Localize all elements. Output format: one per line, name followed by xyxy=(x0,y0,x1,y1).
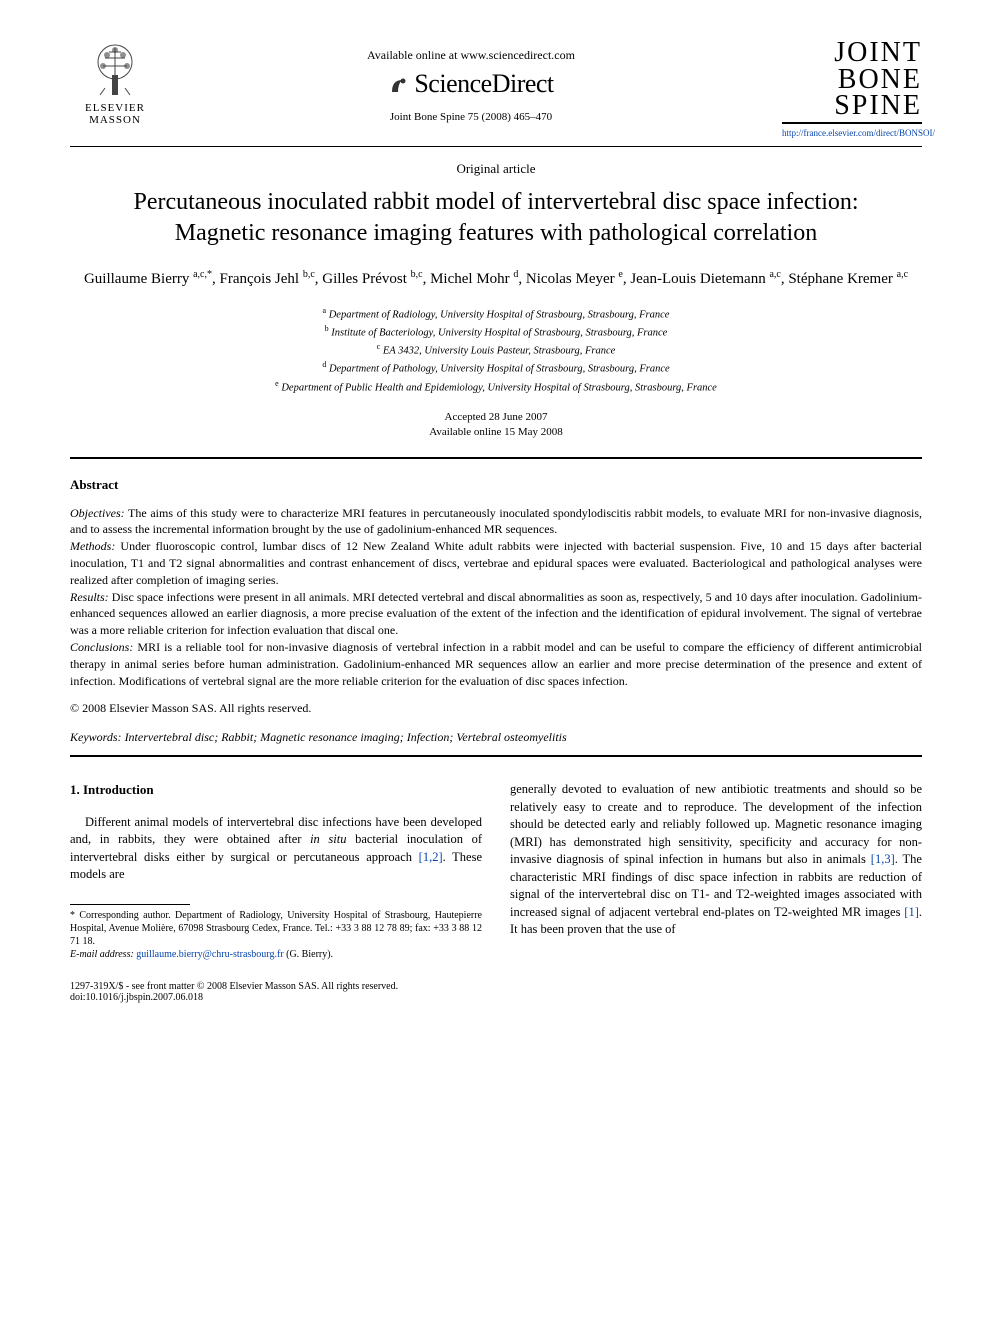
available-online-text: Available online at www.sciencedirect.co… xyxy=(160,48,782,63)
accepted-date: Accepted 28 June 2007 xyxy=(70,410,922,425)
conclusions-label: Conclusions: xyxy=(70,640,133,654)
results-text: Disc space infections were present in al… xyxy=(70,590,922,638)
conclusions-text: MRI is a reliable tool for non-invasive … xyxy=(70,640,922,688)
methods-text: Under fluoroscopic control, lumbar discs… xyxy=(70,539,922,587)
objectives-label: Objectives: xyxy=(70,506,125,520)
intro-paragraph-1: Different animal models of intervertebra… xyxy=(70,814,482,884)
elsevier-tree-icon xyxy=(85,40,145,100)
footer-doi: doi:10.1016/j.jbspin.2007.06.018 xyxy=(70,992,922,1003)
corresponding-footnote: * Corresponding author. Department of Ra… xyxy=(70,909,482,948)
footnote-rule xyxy=(70,904,190,905)
journal-underline xyxy=(782,122,922,124)
author-list: Guillaume Bierry a,c,*, François Jehl b,… xyxy=(70,267,922,291)
affiliation-list: a Department of Radiology, University Ho… xyxy=(70,305,922,396)
keywords-label: Keywords: xyxy=(70,730,122,744)
in-situ-em: in situ xyxy=(310,832,346,846)
journal-title-graphic: JOINT BONE SPINE xyxy=(782,40,922,120)
ref-link-1-3[interactable]: [1,3] xyxy=(871,852,895,866)
results-label: Results: xyxy=(70,590,109,604)
journal-url-link[interactable]: http://france.elsevier.com/direct/BONSOI… xyxy=(782,128,922,138)
abstract-body: Objectives: The aims of this study were … xyxy=(70,505,922,690)
sciencedirect-icon xyxy=(388,73,410,95)
article-type: Original article xyxy=(70,161,922,177)
intro-heading: 1. Introduction xyxy=(70,781,482,799)
email-link[interactable]: guillaume.bierry@chru-strasbourg.fr xyxy=(136,949,283,960)
abstract-conclusions: Conclusions: MRI is a reliable tool for … xyxy=(70,639,922,689)
journal-reference: Joint Bone Spine 75 (2008) 465–470 xyxy=(160,111,782,123)
ref-link-1[interactable]: [1] xyxy=(904,905,919,919)
affiliation-b: Institute of Bacteriology, University Ho… xyxy=(331,327,667,338)
journal-word-1: JOINT xyxy=(782,40,922,67)
objectives-text: The aims of this study were to character… xyxy=(70,506,922,537)
affiliation-c: EA 3432, University Louis Pasteur, Stras… xyxy=(383,346,615,357)
email-name: (G. Bierry). xyxy=(284,949,333,960)
abstract-objectives: Objectives: The aims of this study were … xyxy=(70,505,922,539)
center-header: Available online at www.sciencedirect.co… xyxy=(160,40,782,123)
abstract-heading: Abstract xyxy=(70,477,922,493)
sciencedirect-logo: ScienceDirect xyxy=(160,69,782,99)
column-right: generally devoted to evaluation of new a… xyxy=(510,781,922,960)
masson-text: MASSON xyxy=(70,114,160,126)
elsevier-text: ELSEVIER xyxy=(70,102,160,114)
column-left: 1. Introduction Different animal models … xyxy=(70,781,482,960)
online-date: Available online 15 May 2008 xyxy=(70,425,922,440)
methods-label: Methods: xyxy=(70,539,115,553)
keywords-text: Intervertebral disc; Rabbit; Magnetic re… xyxy=(122,730,567,744)
abstract-top-rule xyxy=(70,457,922,459)
publisher-logo: ELSEVIER MASSON xyxy=(70,40,160,126)
sciencedirect-text: ScienceDirect xyxy=(414,69,553,99)
footer: 1297-319X/$ - see front matter © 2008 El… xyxy=(70,981,922,1003)
article-title: Percutaneous inoculated rabbit model of … xyxy=(90,187,902,249)
email-footnote: E-mail address: guillaume.bierry@chru-st… xyxy=(70,948,482,961)
header-rule xyxy=(70,146,922,147)
abstract-results: Results: Disc space infections were pres… xyxy=(70,589,922,639)
affiliation-a: Department of Radiology, University Hosp… xyxy=(329,309,670,320)
copyright-line: © 2008 Elsevier Masson SAS. All rights r… xyxy=(70,701,922,716)
header-row: ELSEVIER MASSON Available online at www.… xyxy=(70,40,922,138)
journal-word-3: SPINE xyxy=(782,93,922,120)
keywords-line: Keywords: Intervertebral disc; Rabbit; M… xyxy=(70,730,922,745)
footer-issn: 1297-319X/$ - see front matter © 2008 El… xyxy=(70,981,922,992)
body-columns: 1. Introduction Different animal models … xyxy=(70,781,922,960)
article-dates: Accepted 28 June 2007 Available online 1… xyxy=(70,410,922,441)
intro-paragraph-1-cont: generally devoted to evaluation of new a… xyxy=(510,781,922,939)
paper-page: ELSEVIER MASSON Available online at www.… xyxy=(0,0,992,1053)
journal-logo: JOINT BONE SPINE http://france.elsevier.… xyxy=(782,40,922,138)
email-label: E-mail address: xyxy=(70,949,134,960)
affiliation-e: Department of Public Health and Epidemio… xyxy=(281,382,717,393)
ref-link-1-2[interactable]: [1,2] xyxy=(419,850,443,864)
affiliation-d: Department of Pathology, University Hosp… xyxy=(329,364,670,375)
journal-word-2: BONE xyxy=(782,67,922,94)
abstract-bottom-rule xyxy=(70,755,922,757)
abstract-methods: Methods: Under fluoroscopic control, lum… xyxy=(70,538,922,588)
col2-text-a: generally devoted to evaluation of new a… xyxy=(510,782,922,866)
